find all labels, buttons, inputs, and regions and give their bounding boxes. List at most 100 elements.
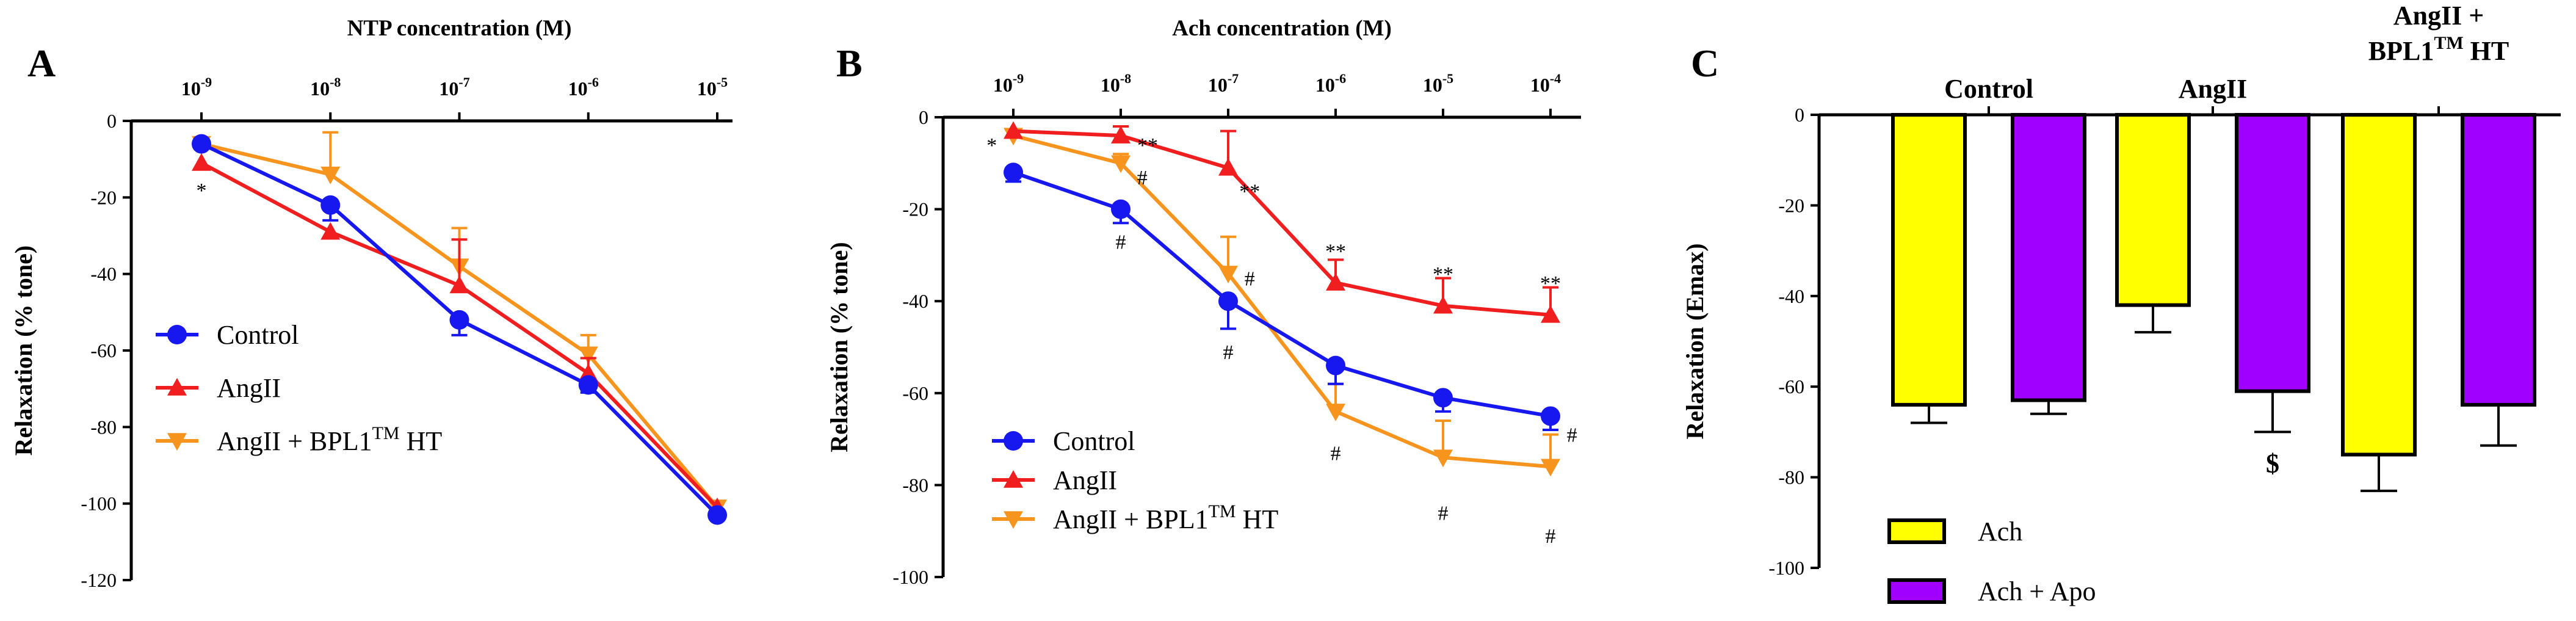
data-point-bpl [1541, 459, 1560, 477]
significance-mark: # [1331, 443, 1341, 465]
y-tick-label: 0 [1795, 104, 1804, 126]
panel-b: B Ach concentration (M) Relaxation (% to… [825, 16, 1581, 588]
panel-a-series [192, 131, 727, 525]
legend-label: AngII + BPL1TM HT [1053, 501, 1278, 534]
x-tick-exponent: -8 [330, 74, 341, 90]
data-point-control [1004, 162, 1023, 183]
bar-apo [2235, 113, 2310, 393]
category-superscript: TM [2434, 33, 2463, 53]
panel-c: C Relaxation (Emax) 0 -20 -40 -60 -80 -100 Co… [1681, 1, 2561, 606]
significance-mark: * [197, 180, 207, 202]
panel-b-series [1004, 121, 1560, 477]
bar-ach [1891, 113, 1967, 407]
legend-label: AngII [217, 373, 281, 403]
legend-swatch [1887, 518, 1946, 544]
x-tick-label: 10-9 [993, 71, 1024, 96]
y-tick-label: -20 [1778, 194, 1804, 216]
legend-label: AngII + BPL1TM HT [217, 423, 442, 456]
significance-mark: # [1567, 424, 1577, 447]
x-tick-exponent: -8 [1120, 71, 1131, 86]
data-point-angii [1004, 121, 1023, 139]
y-tick-label: -100 [1768, 557, 1804, 579]
x-tick-exponent: -5 [1442, 71, 1453, 86]
x-tick-label: 10-7 [1208, 71, 1239, 96]
panel-b-label: B [836, 42, 863, 85]
x-tick-label: 10-9 [181, 74, 212, 100]
x-tick-label: 10-6 [1315, 71, 1346, 96]
x-tick-label: 10-7 [439, 74, 469, 100]
panel-a-x-title: NTP concentration (M) [347, 16, 572, 41]
category-label-line2: BPL1TM HT [2368, 33, 2509, 66]
panel-b-legend: Control AngII AngII + BPL1TM HT [992, 426, 1278, 534]
data-point-bpl [1111, 155, 1131, 173]
data-point-bpl [578, 346, 598, 365]
x-tick-label: 10-5 [697, 74, 728, 100]
data-point-control [1541, 406, 1560, 426]
y-tick-label: -20 [90, 186, 117, 208]
legend-marker [167, 325, 187, 344]
y-tick-label: -80 [90, 416, 117, 438]
y-tick-label: 0 [107, 110, 117, 132]
legend-marker [1004, 511, 1023, 529]
panel-c-annotations: $ [2266, 448, 2279, 478]
significance-mark: # [1116, 231, 1126, 253]
panel-a-y-label: Relaxation (% tone) [10, 245, 37, 456]
y-tick-label: -100 [892, 566, 928, 588]
bar-apo [2461, 113, 2536, 407]
series-line-bpl [1013, 134, 1551, 469]
panel-b-axes: 0 -20 -40 -60 -80 -100 10-9 10-8 10-7 10-6 10-5 10-… [892, 71, 1581, 588]
legend-label: Ach + Apo [1978, 576, 2096, 606]
data-point-angii [1111, 126, 1131, 143]
significance-mark: # [1546, 525, 1556, 548]
y-tick-label: 0 [919, 106, 928, 128]
data-point-control [707, 505, 727, 525]
bar-apo [2011, 113, 2086, 402]
significance-mark: # [1137, 167, 1148, 189]
legend-label: Control [1053, 426, 1135, 456]
x-tick-exponent: -6 [1335, 71, 1346, 86]
y-tick-label: -60 [90, 340, 117, 361]
significance-mark: * [986, 134, 997, 157]
category-label: AngII [2179, 74, 2248, 104]
significance-mark: ** [1137, 134, 1158, 157]
data-point-angii [320, 222, 341, 240]
legend-superscript: TM [1209, 501, 1236, 521]
panel-a-legend: Control AngII AngII + BPL1TM HT [156, 320, 442, 456]
series-angii [1004, 121, 1560, 323]
significance-mark: ** [1325, 240, 1346, 263]
y-tick-label: -80 [902, 474, 928, 496]
significance-mark: # [1438, 503, 1449, 525]
significance-mark: # [1245, 268, 1255, 291]
data-point-angii [1218, 158, 1238, 176]
data-point-angii [192, 153, 211, 171]
legend-swatch [1887, 578, 1946, 604]
data-point-control [192, 134, 211, 154]
panel-b-y-label: Relaxation (% tone) [825, 242, 853, 452]
legend-label: AngII [1053, 465, 1117, 495]
series-line-control [1013, 170, 1551, 418]
x-tick-exponent: -5 [717, 74, 728, 90]
series-control [192, 134, 727, 525]
panel-c-categories: Control AngII AngII +BPL1TM HT [1944, 1, 2509, 104]
panel-a-annotations: * [197, 180, 207, 202]
data-point-bpl [320, 166, 341, 184]
category-label: AngII + [2393, 1, 2484, 31]
legend-superscript: TM [372, 423, 400, 443]
data-point-bpl [1218, 266, 1238, 284]
legend-suffix: HT [1236, 504, 1279, 534]
x-tick-label: 10-4 [1530, 71, 1561, 96]
x-tick-label: 10-6 [568, 74, 599, 100]
data-point-control [320, 195, 341, 215]
series-line-angii [1013, 129, 1551, 317]
category-label: Control [1944, 74, 2033, 104]
legend-label: Control [217, 320, 298, 350]
data-point-bpl [1433, 449, 1453, 468]
y-tick-label: -20 [902, 198, 928, 220]
significance-mark: # [1223, 341, 1234, 364]
data-point-control [1111, 199, 1131, 219]
x-tick-label: 10-8 [1101, 71, 1131, 96]
y-tick-label: -60 [902, 382, 928, 404]
x-tick-label: 10-8 [310, 74, 341, 100]
data-point-angii [1326, 273, 1345, 291]
